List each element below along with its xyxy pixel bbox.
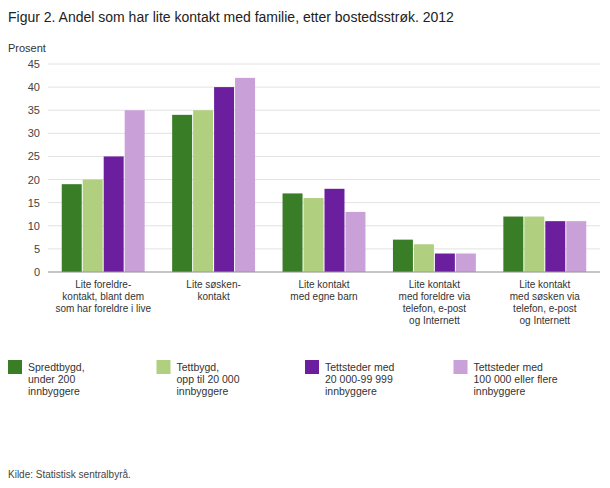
y-tick-label: 35 <box>28 104 40 116</box>
source-note: Kilde: Statistisk sentralbyrå. <box>8 469 131 480</box>
bar <box>235 78 255 272</box>
bar <box>414 244 434 272</box>
legend-label: Tettsteder med20 000-99 999innbyggere <box>325 361 395 397</box>
y-tick-label: 10 <box>28 220 40 232</box>
chart: Figur 2. Andel som har lite kontakt med … <box>0 0 610 488</box>
bar <box>345 212 365 272</box>
title: Figur 2. Andel som har lite kontakt med … <box>8 9 454 25</box>
y-tick-label: 15 <box>28 197 40 209</box>
x-axis-line <box>48 272 600 273</box>
legend-label: Tettsteder med100 000 eller flereinnbygg… <box>474 361 558 397</box>
legend-swatch <box>305 360 319 374</box>
bar <box>545 221 565 272</box>
bar <box>62 184 82 272</box>
bar <box>456 254 476 272</box>
x-tick-label: Lite kontaktmed søsken viatelefon, e-pos… <box>510 279 580 326</box>
y-tick-label: 40 <box>28 81 40 93</box>
legend-label: Spredtbygd,under 200innbyggere <box>28 361 85 397</box>
bar <box>193 110 213 272</box>
bar <box>524 217 544 272</box>
x-tick-label: Lite kontaktmed foreldre viatelefon, e-p… <box>399 279 471 326</box>
grid-line <box>48 64 600 65</box>
x-tick-label: Lite kontaktmed egne barn <box>290 279 357 302</box>
bar <box>283 193 303 272</box>
y-tick-label: 0 <box>34 266 40 278</box>
y-tick-label: 20 <box>28 174 40 186</box>
grid-line <box>48 87 600 88</box>
grid <box>48 64 600 272</box>
bar <box>304 198 324 272</box>
bar <box>566 221 586 272</box>
bar <box>393 240 413 272</box>
y-tick-label: 45 <box>28 58 40 70</box>
bar <box>125 110 145 272</box>
bar <box>83 180 103 272</box>
legend-swatch <box>454 360 468 374</box>
x-tick-label: Lite søsken-kontakt <box>186 279 240 302</box>
legend-swatch <box>8 360 22 374</box>
y-tick-label: 30 <box>28 127 40 139</box>
bar <box>214 87 234 272</box>
y-tick-label: 25 <box>28 150 40 162</box>
y-tick-label: 5 <box>34 243 40 255</box>
y-axis-label: Prosent <box>8 42 46 54</box>
bar <box>104 156 124 272</box>
legend-label: Tettbygd,opp til 20 000innbyggere <box>177 361 240 397</box>
bar <box>325 189 345 272</box>
bar <box>172 115 192 272</box>
x-tick-label: Lite foreldre-kontakt, blant demsom har … <box>55 279 151 314</box>
bar <box>503 217 523 272</box>
legend: Spredtbygd,under 200innbyggere Tettbygd,o… <box>8 360 558 397</box>
grid-line <box>48 272 600 273</box>
bar <box>435 254 455 272</box>
bars <box>62 78 587 272</box>
legend-swatch <box>157 360 171 374</box>
